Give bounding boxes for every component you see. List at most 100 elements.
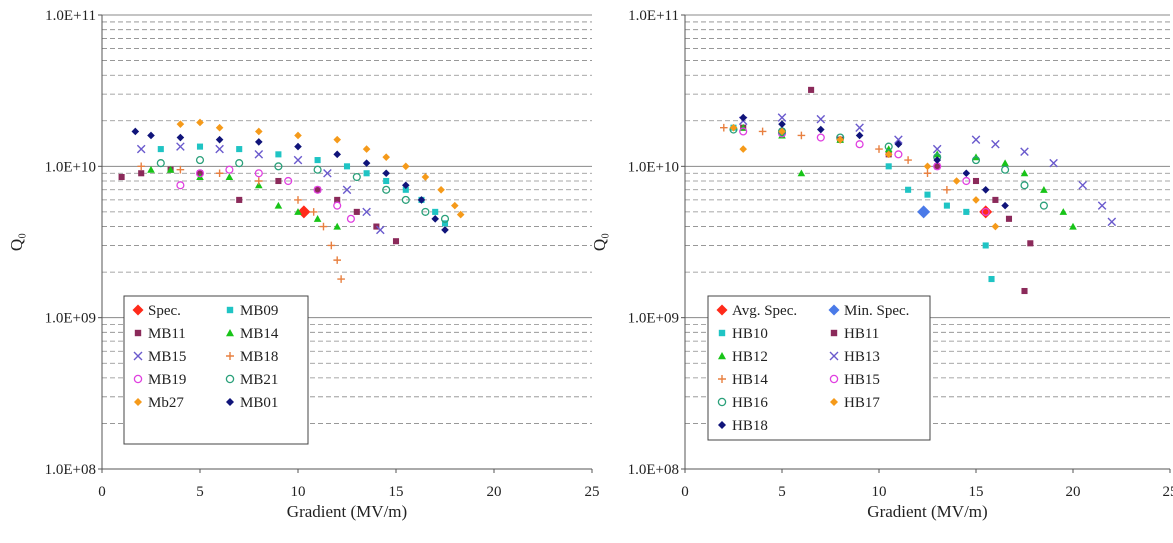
legend-label: HB14 <box>732 372 768 388</box>
legend-label: MB11 <box>148 326 186 342</box>
data-point <box>255 181 263 189</box>
data-point <box>855 140 864 149</box>
series-mb19 <box>176 165 355 223</box>
data-point <box>991 139 1000 149</box>
data-point <box>431 215 439 223</box>
data-point <box>137 162 145 171</box>
data-point <box>343 163 351 170</box>
data-point <box>1078 180 1087 190</box>
series-mb01 <box>131 127 449 234</box>
data-point <box>215 169 224 178</box>
legend-box <box>123 295 309 445</box>
data-point <box>313 165 322 174</box>
data-point <box>236 146 243 153</box>
y-tick-label: 1.0E+09 <box>45 311 96 327</box>
x-tick-label: 10 <box>872 484 887 500</box>
data-point <box>333 135 341 144</box>
x-tick-label: 0 <box>98 484 106 500</box>
data-point <box>932 144 942 154</box>
data-point <box>432 208 439 215</box>
data-point <box>884 142 893 151</box>
data-point <box>739 113 747 122</box>
data-point <box>904 156 912 164</box>
data-point <box>363 170 370 177</box>
y-tick-label: 1.0E+09 <box>628 311 679 327</box>
legend-label: HB12 <box>732 349 768 365</box>
data-point <box>294 142 302 151</box>
data-point <box>176 120 185 128</box>
data-point <box>274 201 283 209</box>
data-point <box>817 125 825 134</box>
legend-label: Min. Spec. <box>844 303 909 319</box>
data-point <box>1001 165 1010 174</box>
data-point <box>943 185 951 194</box>
series-hb13 <box>738 113 1117 227</box>
data-point <box>333 222 341 230</box>
data-point <box>971 155 981 165</box>
data-point <box>136 144 146 154</box>
data-point <box>905 186 912 193</box>
series-hb11 <box>740 86 1034 295</box>
data-point <box>147 131 155 140</box>
data-point <box>720 123 728 132</box>
series-spec- <box>297 205 311 219</box>
data-point <box>333 150 341 159</box>
y-tick-label: 1.0E+08 <box>45 462 96 478</box>
legend-marker <box>226 329 234 337</box>
legend-marker <box>718 329 726 337</box>
data-point <box>147 165 155 173</box>
series-mb15 <box>136 142 385 235</box>
data-point <box>1001 159 1009 167</box>
data-point <box>195 155 205 165</box>
legend: Spec. MB09 MB11 MB14 MB15 MB18 MB19 MB21 Mb27 MB0… <box>123 295 309 445</box>
data-point <box>884 145 893 153</box>
legend-label: HB13 <box>844 349 880 365</box>
y-tick-label: 1.0E+10 <box>45 159 96 175</box>
data-point <box>131 127 140 136</box>
legend-marker <box>226 398 234 406</box>
x-tick-label: 0 <box>681 484 689 500</box>
data-point <box>855 123 864 132</box>
data-point <box>933 156 941 164</box>
data-point <box>376 225 385 235</box>
data-point <box>382 169 390 178</box>
y-axis-label: Q₀ <box>590 233 609 251</box>
series-mb21 <box>156 155 450 223</box>
data-point <box>894 150 903 159</box>
data-point <box>254 150 264 159</box>
data-point <box>254 169 263 178</box>
data-point <box>777 113 787 122</box>
plot-area <box>118 118 465 283</box>
x-tick-label: 15 <box>969 484 984 500</box>
legend-label: MB18 <box>240 349 278 365</box>
data-point <box>353 208 360 215</box>
data-point <box>962 176 971 186</box>
data-point <box>236 196 243 203</box>
data-point <box>1021 287 1028 295</box>
data-point <box>342 185 352 195</box>
data-point <box>992 196 999 203</box>
legend-marker <box>226 352 234 360</box>
legend-marker <box>829 374 839 384</box>
data-point <box>294 131 302 140</box>
series-hb14 <box>720 123 951 194</box>
legend-marker <box>226 306 234 314</box>
chart-2: 1.0E+08 1.0E+09 1.0E+10 1.0E+11 0 5 10 15 20 25 Gr… <box>590 8 1173 521</box>
data-point <box>981 185 990 194</box>
data-point <box>739 127 748 136</box>
data-point <box>962 169 971 178</box>
legend-marker <box>718 375 726 383</box>
data-point <box>176 165 185 174</box>
data-point <box>1059 208 1068 215</box>
data-point <box>309 208 318 216</box>
x-tick-label: 5 <box>196 484 204 500</box>
legend-marker <box>134 329 142 337</box>
data-point <box>417 196 426 204</box>
data-point <box>314 157 321 164</box>
x-tick-label: 5 <box>778 484 786 500</box>
data-point <box>1040 185 1048 193</box>
data-point <box>1097 201 1107 210</box>
data-point <box>1069 222 1077 230</box>
x-axis-label: Gradient (MV/m) <box>867 502 987 521</box>
